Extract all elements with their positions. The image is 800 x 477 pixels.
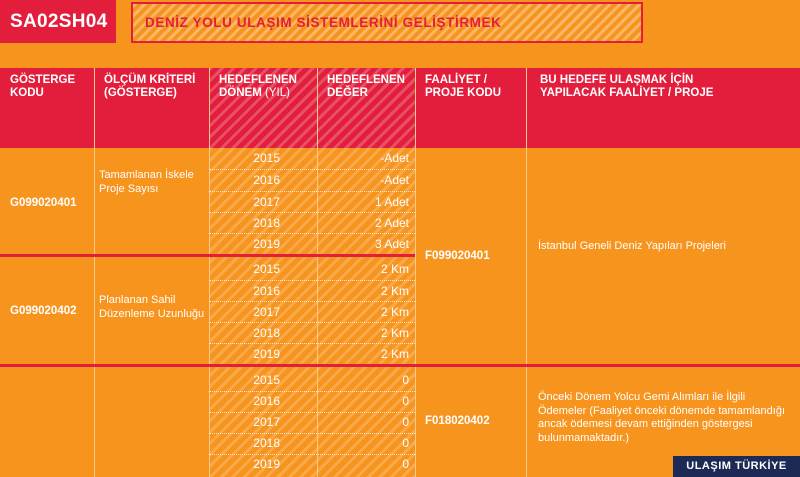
- column-divider: [415, 68, 416, 477]
- indicator-code: G099020401: [10, 197, 77, 209]
- row-value: 2 Adet: [374, 216, 409, 230]
- row-separator: [209, 412, 415, 413]
- row-year: 2018: [253, 436, 280, 450]
- activity-text: İstanbul Geneli Deniz Yapıları Projeleri: [538, 240, 726, 252]
- header-activity-code: FAALİYET / PROJE KODU: [425, 74, 502, 99]
- header-target-period-label: HEDEFLENEN DÖNEM: [219, 74, 297, 99]
- section-title: DENİZ YOLU ULAŞIM SİSTEMLERİNİ GELİŞTİRM…: [131, 2, 643, 43]
- activity-text: Önceki Dönem Yolcu Gemi Alımları ile İlg…: [538, 391, 786, 444]
- row-separator: [209, 169, 415, 170]
- row-value: -Adet: [380, 151, 409, 165]
- header-activity: BU HEDEFE ULAŞMAK İÇİN YAPILACAK FAALİYE…: [540, 74, 714, 99]
- row-separator: [209, 233, 415, 234]
- row-year: 2016: [253, 284, 280, 298]
- row-value: 0: [402, 436, 409, 450]
- header-indicator-code: GÖSTERGE KODU: [10, 74, 76, 99]
- row-value: 3 Adet: [374, 237, 409, 251]
- row-year: 2019: [253, 237, 280, 251]
- row-separator: [209, 454, 415, 455]
- watermark-label: ULAŞIM TÜRKİYE: [673, 456, 800, 477]
- section-code: SA02SH04: [0, 0, 116, 43]
- criterion-text: Planlanan Sahil Düzenleme Uzunluğu: [99, 294, 205, 320]
- group-separator: [0, 254, 415, 257]
- row-year: 2016: [253, 173, 280, 187]
- row-value: 2 Km: [380, 262, 409, 276]
- header-target-period-unit: (YIL): [265, 87, 290, 99]
- column-header-hatch: [209, 68, 415, 148]
- row-year: 2015: [253, 262, 280, 276]
- row-value: 2 Km: [380, 284, 409, 298]
- row-value: 2 Km: [380, 326, 409, 340]
- column-divider: [209, 68, 210, 477]
- row-value: 2 Km: [380, 305, 409, 319]
- row-separator: [209, 280, 415, 281]
- header-target-period: HEDEFLENEN DÖNEM (YIL): [209, 68, 317, 148]
- row-year: 2018: [253, 326, 280, 340]
- row-separator: [209, 191, 415, 192]
- year-value-hatch: [209, 148, 415, 477]
- header-target-value: HEDEFLENEN DEĞER: [327, 74, 405, 99]
- row-year: 2019: [253, 347, 280, 361]
- row-year: 2015: [253, 151, 280, 165]
- row-year: 2017: [253, 305, 280, 319]
- column-divider: [317, 68, 318, 477]
- header-criterion: ÖLÇÜM KRİTERİ (GÖSTERGE): [104, 74, 196, 99]
- row-value: 0: [402, 394, 409, 408]
- row-year: 2018: [253, 216, 280, 230]
- column-divider: [94, 68, 95, 477]
- criterion-text: Tamamlanan İskele Proje Sayısı: [99, 169, 194, 195]
- row-year: 2016: [253, 394, 280, 408]
- row-separator: [209, 212, 415, 213]
- row-value: 1 Adet: [374, 195, 409, 209]
- row-separator: [209, 391, 415, 392]
- row-value: 0: [402, 373, 409, 387]
- activity-code: F099020401: [425, 250, 490, 262]
- row-separator: [209, 343, 415, 344]
- row-separator: [209, 301, 415, 302]
- row-value: -Adet: [380, 173, 409, 187]
- indicator-code: G099020402: [10, 305, 77, 317]
- column-header-band: [0, 68, 800, 148]
- row-year: 2017: [253, 195, 280, 209]
- row-year: 2019: [253, 457, 280, 471]
- row-value: 2 Km: [380, 347, 409, 361]
- group-separator: [0, 364, 800, 367]
- row-year: 2017: [253, 415, 280, 429]
- row-year: 2015: [253, 373, 280, 387]
- activity-code: F018020402: [425, 415, 490, 427]
- row-separator: [209, 433, 415, 434]
- row-separator: [209, 322, 415, 323]
- row-value: 0: [402, 457, 409, 471]
- column-divider: [526, 68, 527, 477]
- row-value: 0: [402, 415, 409, 429]
